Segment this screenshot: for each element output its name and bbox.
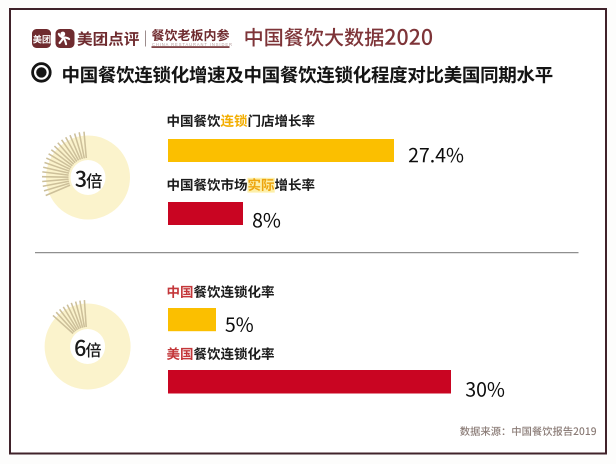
svg-text:CHINA RESTAURANT INSIDER: CHINA RESTAURANT INSIDER: [152, 42, 233, 47]
